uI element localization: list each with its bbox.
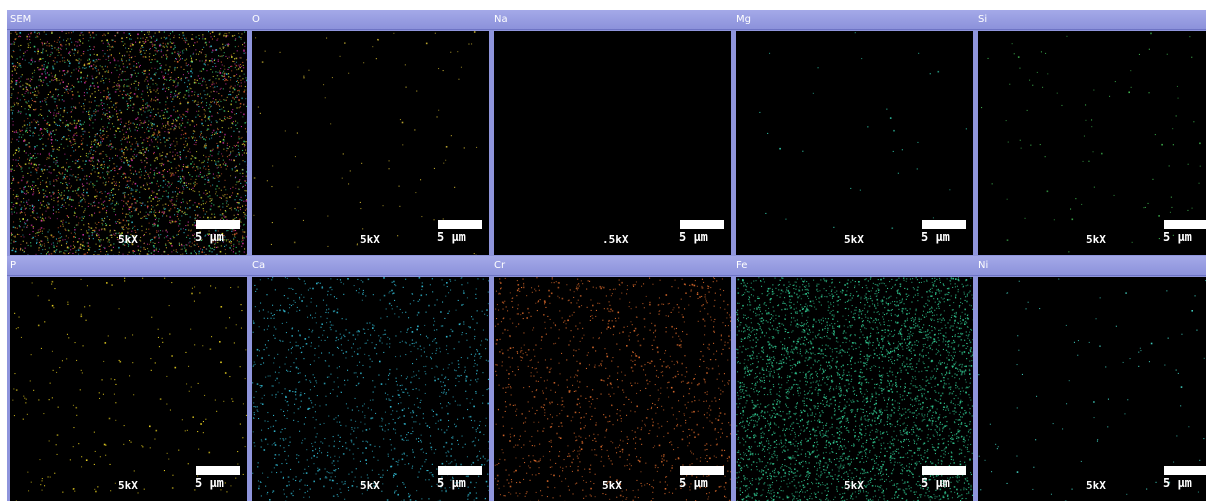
magnification-label: 5kX <box>844 233 864 246</box>
scale-bar <box>1164 220 1206 229</box>
scale-label: 5 µm <box>921 476 950 490</box>
magnification-label: 5kX <box>118 479 138 492</box>
oxygen-map-icon <box>253 31 478 255</box>
panel-title: Fe <box>733 256 976 276</box>
scale-bar <box>680 466 724 475</box>
scale-bar <box>196 220 240 229</box>
map-image: .5kX 5 µm <box>494 31 731 255</box>
nickel-map-icon <box>978 278 1206 501</box>
map-panel-mg[interactable]: Mg 5kX 5 µm <box>733 10 976 257</box>
scale-label: 5 µm <box>1163 476 1192 490</box>
panel-title: Na <box>491 10 734 30</box>
phosphorus-map-icon <box>12 277 247 501</box>
calcium-map-icon <box>252 277 489 501</box>
scale-label: 5 µm <box>679 476 708 490</box>
magnification-label: 5kX <box>844 479 864 492</box>
silicon-map-icon <box>981 32 1201 253</box>
scale-label: 5 µm <box>679 230 708 244</box>
map-panel-cr[interactable]: Cr 5kX 5 µm <box>491 256 734 501</box>
chromium-map-icon <box>494 277 731 501</box>
map-panel-na[interactable]: Na .5kX 5 µm <box>491 10 734 257</box>
scale-bar <box>922 220 966 229</box>
scale-bar <box>1164 466 1206 475</box>
panel-title: SEM <box>7 10 250 30</box>
magnification-label: 5kX <box>118 233 138 246</box>
element-map-grid: SEM 5kX 5 µm O 5kX 5 µm Na .5kX 5 µm Mg … <box>7 10 1206 501</box>
magnesium-map-icon <box>759 32 967 229</box>
magnification-label: .5kX <box>602 233 629 246</box>
scale-label: 5 µm <box>195 230 224 244</box>
map-image: 5kX 5 µm <box>978 277 1206 501</box>
scale-bar <box>438 466 482 475</box>
magnification-label: 5kX <box>360 233 380 246</box>
panel-title: O <box>249 10 492 30</box>
panel-title: Mg <box>733 10 976 30</box>
scale-label: 5 µm <box>921 230 950 244</box>
panel-title: Cr <box>491 256 734 276</box>
map-panel-si[interactable]: Si 5kX 5 µm <box>975 10 1206 257</box>
scale-label: 5 µm <box>1163 230 1192 244</box>
panel-title: Si <box>975 10 1206 30</box>
iron-map-icon <box>736 277 973 501</box>
scale-label: 5 µm <box>437 476 466 490</box>
map-image: 5kX 5 µm <box>494 277 731 501</box>
panel-title: Ni <box>975 256 1206 276</box>
scale-bar <box>680 220 724 229</box>
map-image: 5kX 5 µm <box>978 31 1206 255</box>
map-image: 5kX 5 µm <box>252 31 489 255</box>
scale-label: 5 µm <box>437 230 466 244</box>
scale-bar <box>922 466 966 475</box>
scale-bar <box>196 466 240 475</box>
map-panel-o[interactable]: O 5kX 5 µm <box>249 10 492 257</box>
map-panel-sem[interactable]: SEM 5kX 5 µm <box>7 10 250 257</box>
map-panel-ni[interactable]: Ni 5kX 5 µm <box>975 256 1206 501</box>
map-panel-ca[interactable]: Ca 5kX 5 µm <box>249 256 492 501</box>
map-image: 5kX 5 µm <box>736 31 973 255</box>
map-image: 5kX 5 µm <box>736 277 973 501</box>
magnification-label: 5kX <box>602 479 622 492</box>
map-image: 5kX 5 µm <box>10 277 247 501</box>
scale-label: 5 µm <box>195 476 224 490</box>
sem-composite-map-icon <box>10 31 247 255</box>
map-image: 5kX 5 µm <box>252 277 489 501</box>
scale-bar <box>438 220 482 229</box>
magnification-label: 5kX <box>1086 233 1106 246</box>
magnification-label: 5kX <box>1086 479 1106 492</box>
panel-title: P <box>7 256 250 276</box>
magnification-label: 5kX <box>360 479 380 492</box>
map-panel-fe[interactable]: Fe 5kX 5 µm <box>733 256 976 501</box>
map-image: 5kX 5 µm <box>10 31 247 255</box>
panel-title: Ca <box>249 256 492 276</box>
map-panel-p[interactable]: P 5kX 5 µm <box>7 256 250 501</box>
